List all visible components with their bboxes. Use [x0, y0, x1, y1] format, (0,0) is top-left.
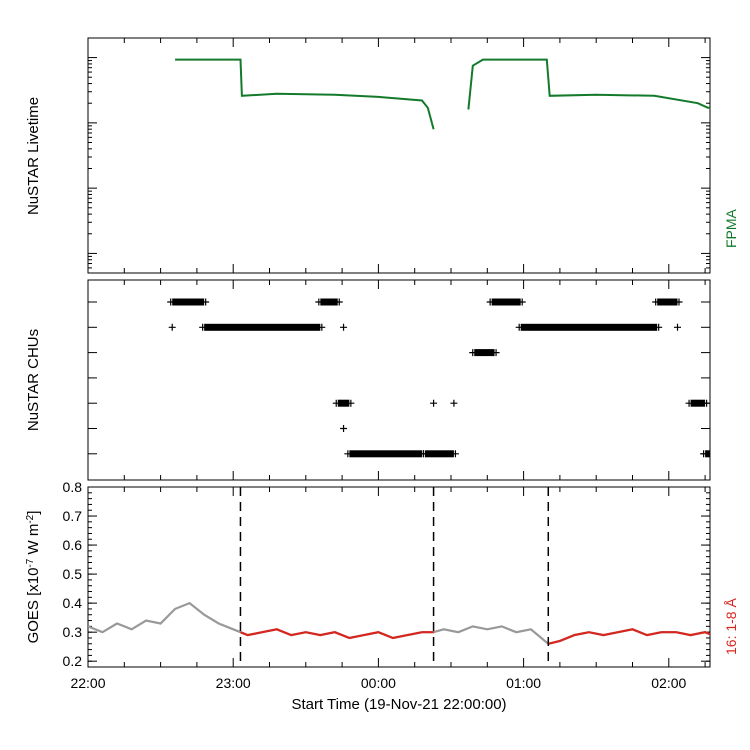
chu-run-band — [204, 323, 321, 331]
chu-point-23 — [674, 323, 682, 331]
chu-run-1 — [700, 450, 710, 458]
chu-run-123 — [652, 298, 683, 306]
chu-point-12 — [430, 399, 438, 407]
chu-run-end-marker — [335, 298, 343, 306]
chu-run-band — [491, 298, 521, 306]
goes-ytick-label: 0.4 — [63, 595, 83, 611]
chu-run-end-marker — [202, 298, 210, 306]
chu-run-start-marker — [344, 450, 352, 458]
goes-channel-label: 16: 1-8 Å — [723, 598, 739, 655]
chu-run-end-marker — [655, 323, 663, 331]
livetime-ylabel: NuSTAR Livetime — [25, 97, 42, 215]
chu-run-band — [520, 323, 658, 331]
chu-run-start-marker — [315, 298, 323, 306]
xtick-label: 01:00 — [506, 675, 541, 691]
goes-line-red — [240, 628, 434, 640]
chu-run-13 — [469, 349, 500, 357]
xtick-label: 23:00 — [216, 675, 251, 691]
chu-run-1 — [419, 450, 459, 458]
chu-run-23 — [515, 323, 663, 331]
goes-ytick-label: 0.6 — [63, 537, 83, 553]
chu-point-2 — [340, 425, 348, 432]
chu-run-band — [337, 399, 350, 407]
chu-run-band — [474, 349, 495, 357]
fpma-label: FPMA — [723, 208, 739, 248]
livetime-panel-frame — [87, 37, 711, 274]
chu-point-12 — [450, 399, 458, 407]
chu-run-start-marker — [700, 450, 708, 458]
chu-run-band — [705, 450, 710, 458]
chu-point-23 — [168, 323, 176, 331]
x-axis-label: Start Time (19-Nov-21 22:00:00) — [291, 696, 506, 713]
chu-run-start-marker — [486, 298, 494, 306]
goes-ytick-label: 0.5 — [63, 566, 83, 582]
chu-run-123 — [167, 298, 210, 306]
chu-run-end-marker — [675, 298, 683, 306]
xtick-label: 22:00 — [70, 675, 105, 691]
chu-ylabel: NuSTAR CHUs — [25, 329, 42, 431]
chu-run-band — [657, 298, 678, 306]
chu-run-start-marker — [652, 298, 660, 306]
goes-ytick-label: 0.8 — [63, 479, 83, 495]
chu-run-1 — [344, 450, 427, 458]
livetime-plot: 10010-110-210-3 — [88, 57, 710, 269]
chu-run-start-marker — [515, 323, 523, 331]
goes-ytick-label: 0.3 — [63, 624, 83, 640]
goes-panel-frame — [87, 486, 711, 668]
chu-run-start-marker — [199, 323, 207, 331]
chu-run-start-marker — [332, 399, 340, 407]
goes-ytick-label: 0.2 — [63, 653, 83, 669]
chu-run-12 — [332, 399, 355, 407]
chu-run-start-marker — [685, 399, 693, 407]
goes-plot: 0.2 0.3 0.4 0.5 0.6 0.7 0.8 — [63, 479, 710, 669]
chu-run-end-marker — [492, 349, 500, 357]
xtick-label: 02:00 — [651, 675, 686, 691]
chu-plot: 123231331221 — [88, 298, 710, 458]
chu-run-123 — [486, 298, 526, 306]
chu-run-end-marker — [518, 298, 526, 306]
goes-ytick-label: 0.7 — [63, 508, 83, 524]
chu-run-start-marker — [167, 298, 175, 306]
chu-panel-frame — [87, 279, 711, 481]
chu-run-band — [424, 450, 454, 458]
chu-run-start-marker — [419, 450, 427, 458]
goes-line-red — [548, 628, 710, 645]
goes-ylabel: GOES [x10-7 W m-2] — [25, 511, 43, 644]
chu-run-end-marker — [318, 323, 326, 331]
chu-run-end-marker — [703, 399, 710, 407]
chu-run-end-marker — [451, 450, 459, 458]
livetime-fpma-line — [467, 58, 710, 110]
xtick-label: 00:00 — [361, 675, 396, 691]
livetime-fpma-line — [175, 58, 435, 130]
chu-run-23 — [199, 323, 326, 331]
chu-run-end-marker — [347, 399, 355, 407]
chu-run-band — [349, 450, 422, 458]
chu-run-band — [690, 399, 706, 407]
chu-run-band — [172, 298, 205, 306]
chu-point-23 — [340, 323, 348, 331]
chu-run-12 — [685, 399, 710, 407]
chu-run-band — [320, 298, 338, 306]
goes-lines — [88, 487, 710, 667]
chu-run-start-marker — [469, 349, 477, 357]
chu-run-123 — [315, 298, 343, 306]
